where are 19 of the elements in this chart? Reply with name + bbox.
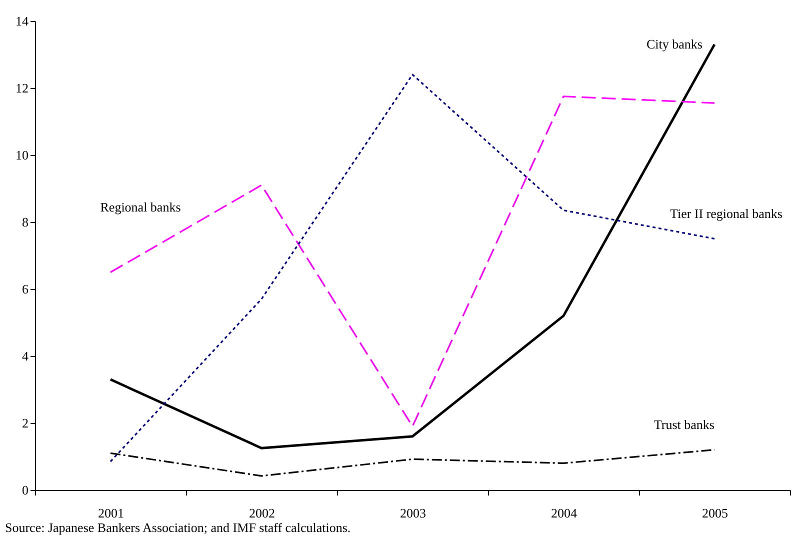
source-note: Source: Japanese Bankers Association; and IMF staff calculations. [5,520,351,535]
y-tick-label: 2 [22,416,28,430]
series-label: Regional banks [100,199,181,214]
x-tick-label: 2001 [98,506,124,520]
series-label: City banks [646,36,702,52]
x-tick-label: 2005 [702,506,728,520]
series-label: Tier II regional banks [670,206,782,221]
x-tick-label: 2004 [551,506,578,520]
y-tick-label: 14 [16,14,29,28]
line-series [110,449,716,477]
y-tick-label: 12 [16,80,28,96]
y-tick-label: 10 [16,148,28,162]
series-label: Trust banks [654,416,714,432]
x-tick-label: 2003 [400,506,426,520]
y-tick-label: 6 [22,282,29,296]
y-tick-label: 0 [22,482,28,498]
y-tick-label: 4 [22,348,29,364]
x-tick-label: 2002 [249,506,275,520]
y-tick-label: 8 [22,214,28,230]
